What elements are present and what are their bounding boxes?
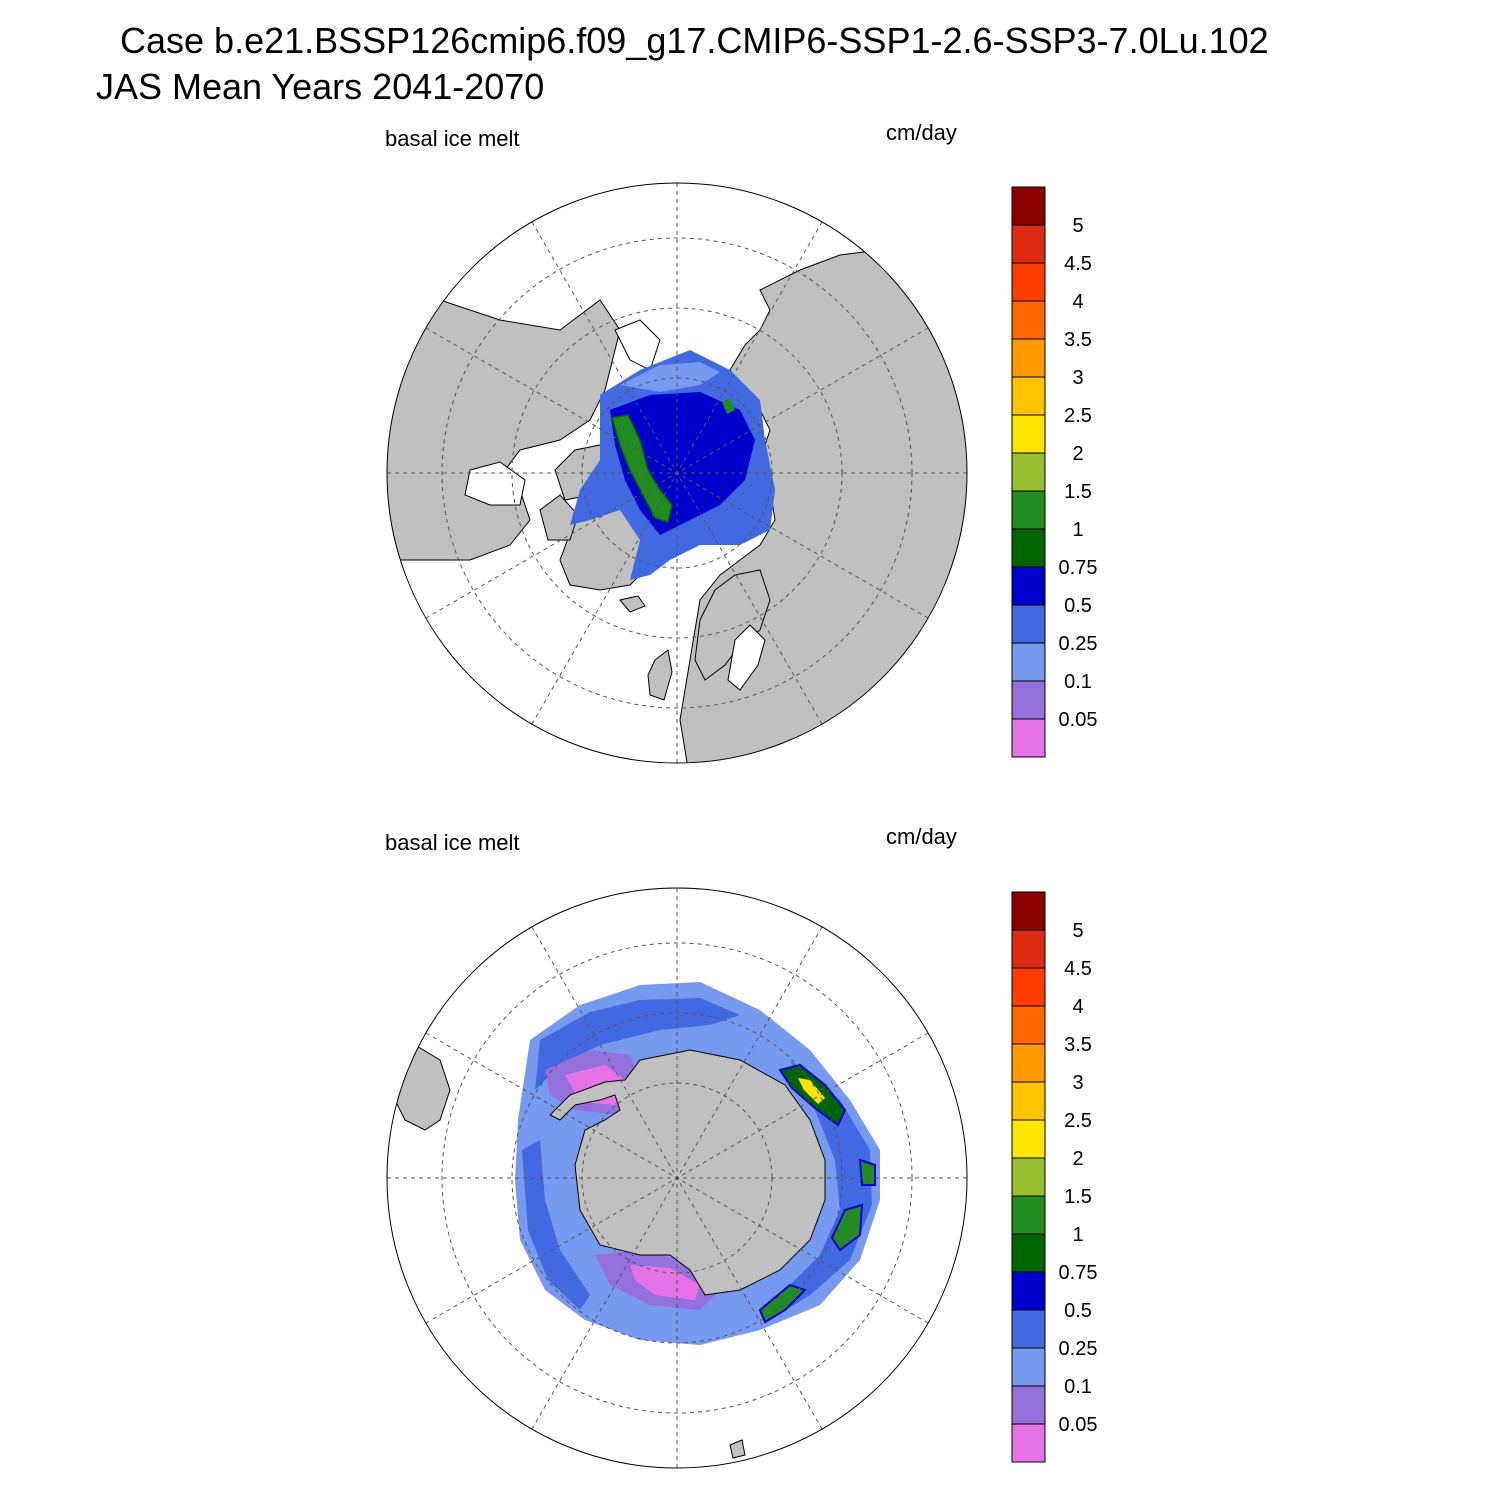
- south-colorbar-tick-label: 0.5: [1064, 1300, 1092, 1322]
- south-colorbar-swatch: [1011, 1423, 1046, 1463]
- south-colorbar-swatch: [1011, 891, 1046, 931]
- south-variable-label: basal ice melt: [385, 830, 520, 855]
- north-colorbar-swatch: [1011, 528, 1046, 568]
- north-colorbar-swatch: [1011, 490, 1046, 530]
- south-colorbar-swatch: [1011, 929, 1046, 969]
- south-colorbar-swatch: [1011, 1233, 1046, 1273]
- south-colorbar-tick-label: 3: [1072, 1072, 1083, 1094]
- south-melt-0.25-west: [522, 1140, 590, 1310]
- north-graticule: [387, 183, 967, 763]
- case-title: Case b.e21.BSSP126cmip6.f09_g17.CMIP6-SS…: [120, 20, 1269, 61]
- north-baltic-sea: [727, 624, 766, 691]
- north-units-label: cm/day: [886, 120, 957, 145]
- north-colorbar-tick-label: 2: [1072, 443, 1083, 465]
- north-variable-label: basal ice melt: [385, 126, 520, 151]
- south-colorbar-tick-label: 1: [1072, 1224, 1083, 1246]
- north-colorbar-tick-label: 4.5: [1064, 253, 1092, 275]
- north-colorbar-swatch: [1011, 718, 1046, 758]
- north-colorbar-swatch: [1011, 566, 1046, 606]
- south-land-island: [729, 1439, 746, 1459]
- north-land-scandinavia: [694, 569, 771, 681]
- south-colorbar-swatch: [1011, 1347, 1046, 1387]
- north-map-frame: [386, 182, 968, 764]
- period-title: JAS Mean Years 2041-2070: [96, 66, 545, 107]
- north-colorbar-swatch: [1011, 414, 1046, 454]
- north-colorbar-tick-label: 0.5: [1064, 595, 1092, 617]
- north-land-north-america: [387, 299, 621, 561]
- south-colorbar-tick-label: 4.5: [1064, 958, 1092, 980]
- north-colorbar-tick-label: 0.05: [1059, 709, 1098, 731]
- south-colorbar-tick-label: 1.5: [1064, 1186, 1092, 1208]
- north-colorbar-swatch: [1011, 186, 1046, 226]
- south-colorbar-swatch: [1011, 1271, 1046, 1311]
- north-colorbar-swatch: [1011, 224, 1046, 264]
- north-land-britain: [647, 649, 673, 701]
- north-colorbar-swatch: [1011, 604, 1046, 644]
- south-colorbar-tick-label: 4: [1072, 996, 1083, 1018]
- north-colorbar-swatch: [1011, 376, 1046, 416]
- south-colorbar-swatch: [1011, 1043, 1046, 1083]
- south-colorbar-swatch: [1011, 1195, 1046, 1235]
- south-colorbar-swatch: [1011, 1005, 1046, 1045]
- south-land-antarctica: [549, 1049, 826, 1296]
- south-colorbar: 5 4.5 4 3.5 3 2.5 2 1.5 1 0.75 0.5 0.25 0.1 0.05: [1011, 891, 1098, 1463]
- north-colorbar-tick-label: 0.75: [1059, 557, 1098, 579]
- north-colorbar-swatch: [1011, 452, 1046, 492]
- south-colorbar-tick-label: 2.5: [1064, 1110, 1092, 1132]
- north-colorbar-tick-label: 3: [1072, 367, 1083, 389]
- north-colorbar-tick-label: 5: [1072, 215, 1083, 237]
- north-land-iceland: [619, 595, 646, 613]
- north-colorbar-tick-label: 0.1: [1064, 671, 1092, 693]
- south-map-frame: [386, 887, 968, 1469]
- south-colorbar-tick-label: 0.25: [1059, 1338, 1098, 1360]
- south-colorbar-tick-label: 0.1: [1064, 1376, 1092, 1398]
- south-melt-0.25-band: [535, 998, 740, 1090]
- north-melt-0.75-band: [611, 414, 673, 523]
- north-colorbar-swatch: [1011, 642, 1046, 682]
- north-colorbar-swatch: [1011, 300, 1046, 340]
- south-melt-yellow-core: [798, 1078, 825, 1104]
- north-colorbar-tick-label: 1: [1072, 519, 1083, 541]
- south-colorbar-swatch: [1011, 1385, 1046, 1425]
- south-polar-map: [386, 887, 968, 1469]
- south-colorbar-swatch: [1011, 967, 1046, 1007]
- south-melt-low-ross: [630, 1265, 700, 1300]
- south-colorbar-tick-label: 0.75: [1059, 1262, 1098, 1284]
- north-melt-0.1-band: [620, 362, 720, 392]
- north-colorbar-tick-label: 0.25: [1059, 633, 1098, 655]
- south-melt-high-streak-2: [858, 1158, 876, 1186]
- south-colorbar-tick-label: 3.5: [1064, 1034, 1092, 1056]
- north-colorbar: 5 4.5 4 3.5 3 2.5 2 1.5 1 0.75 0.5 0.25 0.1 0.05: [1011, 186, 1098, 758]
- south-colorbar-swatch: [1011, 1157, 1046, 1197]
- south-graticule: [387, 888, 967, 1468]
- north-colorbar-tick-label: 3.5: [1064, 329, 1092, 351]
- south-colorbar-swatch: [1011, 1081, 1046, 1121]
- north-colorbar-tick-label: 4: [1072, 291, 1083, 313]
- south-colorbar-tick-label: 2: [1072, 1148, 1083, 1170]
- south-colorbar-tick-label: 5: [1072, 920, 1083, 942]
- south-units-label: cm/day: [886, 824, 957, 849]
- south-colorbar-swatch: [1011, 1309, 1046, 1349]
- north-land-baffin: [539, 494, 579, 541]
- south-colorbar-tick-label: 0.05: [1059, 1414, 1098, 1436]
- north-colorbar-swatch: [1011, 680, 1046, 720]
- north-melt-spot-east: [722, 398, 735, 414]
- north-polar-map: [386, 182, 968, 764]
- north-colorbar-tick-label: 1.5: [1064, 481, 1092, 503]
- south-map-content: [394, 982, 880, 1459]
- north-colorbar-swatch: [1011, 262, 1046, 302]
- north-colorbar-tick-label: 2.5: [1064, 405, 1092, 427]
- figure-title: Case b.e21.BSSP126cmip6.f09_g17.CMIP6-SS…: [0, 0, 1500, 110]
- north-colorbar-swatch: [1011, 338, 1046, 378]
- north-bering-strait: [614, 319, 661, 371]
- south-melt-high-streak-3: [830, 1203, 864, 1252]
- south-colorbar-swatch: [1011, 1119, 1046, 1159]
- south-melt-0.25-east: [770, 1060, 872, 1320]
